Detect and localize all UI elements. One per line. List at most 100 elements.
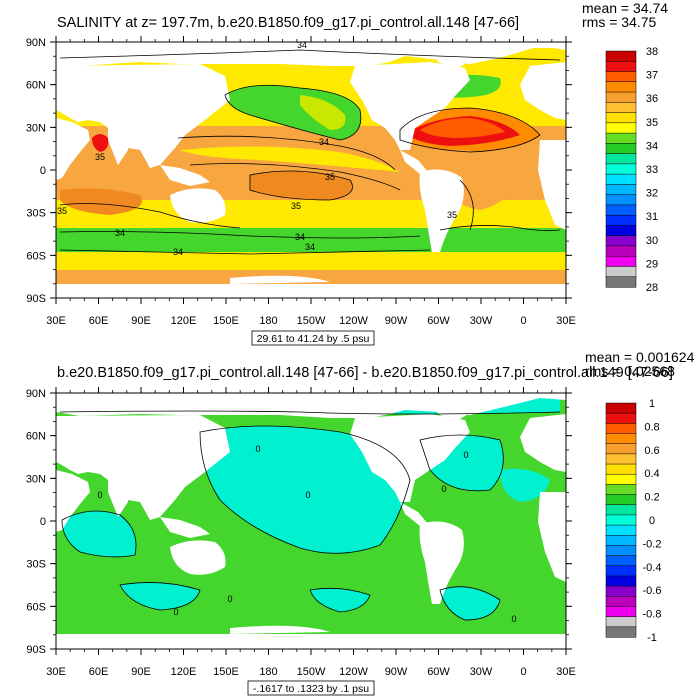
colorbar-swatch xyxy=(605,443,637,455)
y-tick-label: 60S xyxy=(26,601,46,613)
y-tick-label: 60N xyxy=(26,431,46,443)
colorbar-swatch xyxy=(605,122,637,134)
atlantic-core xyxy=(420,118,505,138)
x-tick-label: 90W xyxy=(385,315,408,327)
colorbar-swatch xyxy=(605,184,637,196)
y-tick-label: 0 xyxy=(40,516,46,528)
x-tick-label: 150W xyxy=(297,666,326,678)
colorbar-swatch xyxy=(605,545,637,557)
contour-lines xyxy=(59,410,561,621)
colorbar-label: 0 xyxy=(649,515,655,527)
contour-label: 0 xyxy=(305,490,310,500)
colorbar-swatch xyxy=(605,194,637,206)
colorbar-label: 29 xyxy=(646,258,658,270)
colorbar-swatch xyxy=(605,50,637,62)
colorbar-swatch xyxy=(605,112,637,124)
x-tick-label: 150W xyxy=(297,315,326,327)
colorbar-swatch xyxy=(605,173,637,185)
colorbar-label: 0.6 xyxy=(644,445,659,457)
colorbar-label: -1 xyxy=(647,632,657,644)
colorbar-label: 37 xyxy=(646,70,658,82)
antarctic-orange-band xyxy=(56,270,566,284)
rms-stat: rms = 0.02568 xyxy=(585,363,675,379)
contour-label: 0 xyxy=(511,614,516,624)
y-tick-label: 90S xyxy=(26,644,46,656)
colorbar-swatch xyxy=(605,463,637,475)
east-atlantic-cyan xyxy=(500,468,550,502)
contour-label: 0 xyxy=(255,444,260,454)
y-tick-label: 90N xyxy=(26,388,46,400)
colorbar-label: 38 xyxy=(646,46,658,58)
contour-label: 35 xyxy=(325,172,335,182)
contour-label: 0 xyxy=(173,607,178,617)
contour-labels: 0 0 0 0 0 0 0 0 xyxy=(97,444,516,624)
colorbar-swatch xyxy=(605,565,637,577)
colorbar-swatch xyxy=(605,255,637,268)
south-atlantic-cyan xyxy=(440,586,500,620)
contour-label: 34 xyxy=(295,232,305,242)
contour-labels: 34 34 35 35 35 34 34 34 35 34 35 xyxy=(57,40,457,257)
colorbar-swatch xyxy=(605,71,637,83)
colorbar-swatch xyxy=(605,596,637,608)
contour-label: 34 xyxy=(305,242,315,252)
colorbar-swatch xyxy=(605,276,637,288)
colorbar-label: 34 xyxy=(646,140,658,152)
y-tick-label: 30S xyxy=(26,559,46,571)
x-tick-label: 30E xyxy=(46,315,66,327)
colorbar-swatch xyxy=(605,524,637,536)
colorbar-label: -0.8 xyxy=(643,609,662,621)
south-pacific-core xyxy=(250,171,353,200)
indian-ocean-core xyxy=(60,188,142,215)
range-label-box xyxy=(251,330,375,346)
x-tick-label: 30E xyxy=(46,666,66,678)
colorbar-swatch xyxy=(605,575,637,587)
colorbar-label: 0.8 xyxy=(644,421,659,433)
contour-label: 34 xyxy=(297,40,307,50)
colorbar-swatch xyxy=(605,423,637,435)
contour-label: 34 xyxy=(115,228,125,238)
colorbar-swatch xyxy=(605,616,637,628)
y-tick-label: 30N xyxy=(26,122,46,134)
x-tick-label: 60E xyxy=(89,666,109,678)
x-tick-label: 90E xyxy=(131,315,151,327)
contour-label: 35 xyxy=(447,210,457,220)
y-tick-label: 90N xyxy=(26,37,46,49)
y-tick-label: 30N xyxy=(26,473,46,485)
contour-label: 0 xyxy=(227,594,232,604)
x-tick-label: 0 xyxy=(520,315,526,327)
land-masses xyxy=(56,42,566,298)
colorbar-swatch xyxy=(605,81,637,93)
colorbar-swatch xyxy=(605,453,637,465)
x-tick-label: 150E xyxy=(213,666,239,678)
x-tick-label: 180 xyxy=(259,315,277,327)
colorbar-label: 28 xyxy=(646,282,658,294)
colorbar-swatch xyxy=(605,235,637,247)
colorbar-swatch xyxy=(605,535,637,546)
mean-stat: mean = 34.74 xyxy=(582,0,668,16)
colorbar-swatch xyxy=(605,494,637,506)
colorbar-label: 32 xyxy=(646,188,658,200)
range-label: 29.61 to 41.24 by .5 psu xyxy=(257,333,370,345)
colorbar-swatch xyxy=(605,91,637,103)
contour-lines xyxy=(59,49,561,255)
contour-label: 0 xyxy=(97,490,102,500)
colorbar-label: -0.4 xyxy=(643,562,662,574)
colorbar-swatch xyxy=(605,402,637,414)
y-tick-label: 90S xyxy=(26,293,46,305)
indian-cyan xyxy=(62,511,136,557)
colorbar-swatch xyxy=(605,245,637,257)
contour-label: 34 xyxy=(319,137,329,147)
chart-title: SALINITY at z= 197.7m, b.e20.B1850.f09_g… xyxy=(57,15,519,31)
colorbar-swatch xyxy=(605,163,637,175)
colorbar-swatch xyxy=(605,143,637,155)
x-tick-label: 60W xyxy=(427,315,450,327)
colorbar-swatch xyxy=(605,102,637,114)
contour-label: 35 xyxy=(57,206,67,216)
x-tick-label: 180 xyxy=(259,666,277,678)
pacific-cyan xyxy=(200,426,410,554)
x-tick-label: 90E xyxy=(131,666,151,678)
y-tick-label: 0 xyxy=(40,165,46,177)
arabian-sea-red xyxy=(92,134,109,152)
y-tick-label: 60S xyxy=(26,250,46,262)
